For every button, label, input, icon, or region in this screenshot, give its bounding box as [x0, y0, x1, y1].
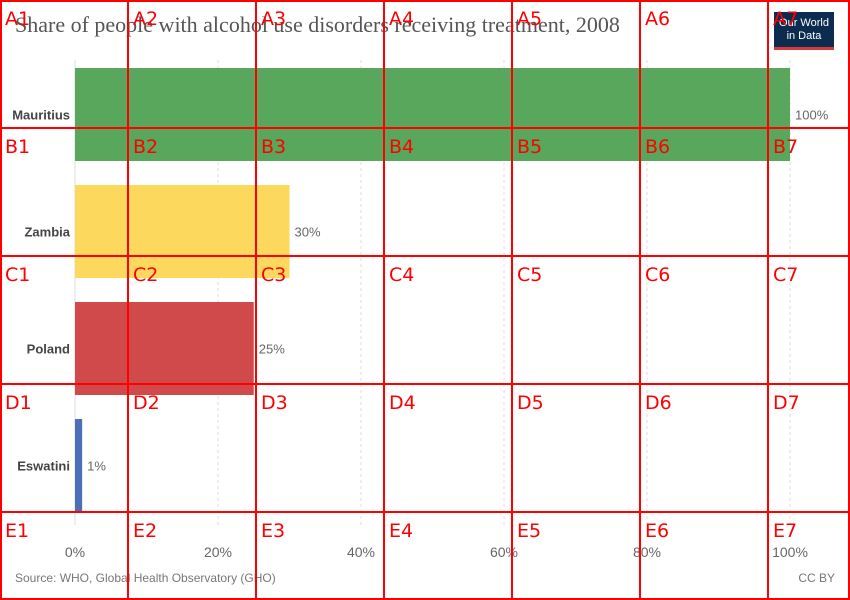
value-label: 30%	[295, 225, 321, 240]
x-tick-label: 20%	[204, 544, 232, 560]
value-label: 100%	[795, 108, 829, 123]
bar-zambia[interactable]	[75, 185, 290, 278]
x-tick-label: 0%	[65, 544, 85, 560]
bar-poland[interactable]	[75, 302, 254, 395]
source-note: Source: WHO, Global Health Observatory (…	[15, 571, 276, 585]
license-link[interactable]: CC BY	[798, 571, 835, 585]
bar-eswatini[interactable]	[75, 419, 83, 512]
category-label: Eswatini	[17, 459, 70, 474]
x-tick-label: 100%	[772, 544, 808, 560]
x-tick-label: 40%	[347, 544, 375, 560]
x-axis-ticks: 0% 20% 40% 60% 80% 100%	[65, 544, 808, 560]
category-label: Zambia	[24, 225, 70, 240]
labels: Mauritius 100% Zambia 30% Poland 25% Eswatini 1…	[12, 108, 828, 474]
value-label: 1%	[87, 459, 106, 474]
bars	[75, 68, 790, 512]
x-tick-label: 60%	[490, 544, 518, 560]
category-label: Mauritius	[12, 108, 70, 123]
category-label: Poland	[27, 342, 70, 357]
bar-mauritius[interactable]	[75, 68, 790, 161]
x-tick-label: 80%	[633, 544, 661, 560]
value-label: 25%	[259, 342, 285, 357]
